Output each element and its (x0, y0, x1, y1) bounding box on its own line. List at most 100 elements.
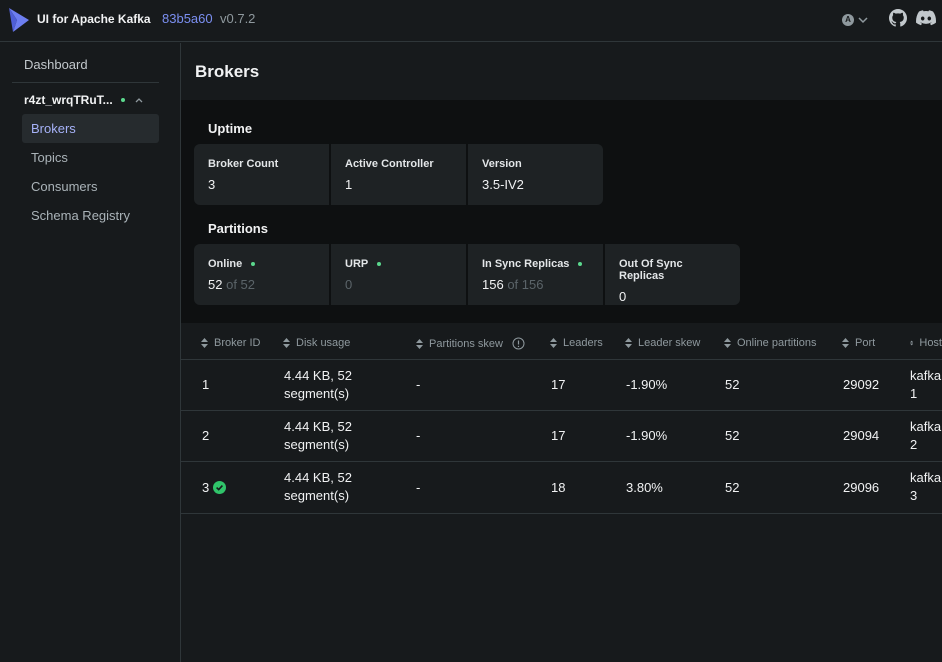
nav-dashboard[interactable]: Dashboard (24, 57, 88, 72)
sort-icon (550, 338, 557, 348)
sidebar: Dashboard r4zt_wrqTRuT... Brokers Topics… (0, 43, 181, 662)
metric-out-of-sync-replicas: Out Of Sync Replicas 0 (605, 244, 740, 305)
column-online-partitions[interactable]: Online partitions (724, 337, 817, 349)
metric-urp: URP 0 (331, 244, 466, 305)
column-label: Host (919, 337, 942, 349)
sort-icon (842, 338, 849, 348)
metric-label: Out Of Sync Replicas (619, 258, 683, 282)
metric-in-sync-replicas: In Sync Replicas 156 of 156 (468, 244, 603, 305)
column-label: Online partitions (737, 337, 817, 349)
column-broker-id[interactable]: Broker ID (201, 337, 260, 349)
metric-label: URP (345, 258, 452, 270)
leaders-cell: 17 (551, 377, 566, 392)
column-label: Broker ID (214, 337, 261, 349)
online-partitions-cell: 52 (725, 428, 740, 443)
leaders-cell: 17 (551, 428, 566, 443)
sort-icon (724, 338, 731, 348)
commit-hash-link[interactable]: 83b5a60 (162, 11, 213, 26)
sidebar-item-brokers[interactable]: Brokers (22, 114, 159, 143)
metric-label-text: In Sync Replicas (482, 258, 570, 270)
page-title: Brokers (195, 62, 260, 81)
column-label: Partitions skew (429, 337, 503, 350)
column-partitions-skew[interactable]: Partitions skew (416, 337, 525, 350)
host-line: 3 (910, 488, 918, 503)
urp-value: 0 (345, 277, 353, 292)
discord-icon[interactable] (916, 10, 936, 26)
table-row[interactable]: 3 4.44 KB, 52 segment(s) - 18 3.80% 52 29… (181, 462, 942, 514)
host-line: kafka (910, 470, 942, 485)
metric-label-text: URP (345, 258, 369, 270)
status-dot (578, 262, 583, 266)
column-disk-usage[interactable]: Disk usage (283, 337, 350, 349)
disk-usage-cell: 4.44 KB, 52 segment(s) (284, 469, 352, 505)
metric-version: Version 3.5-IV2 (468, 144, 603, 205)
table-row[interactable]: 1 4.44 KB, 52 segment(s) - 17 -1.90% 52 2… (181, 360, 942, 411)
partitions-skew-cell: - (416, 377, 421, 392)
column-label: Port (855, 337, 876, 349)
metric-value: 0 (619, 289, 627, 304)
metric-label-text: Online (208, 258, 243, 270)
table-header: Broker ID Disk usage Partitions skew Lea… (181, 326, 942, 360)
table-row[interactable]: 2 4.44 KB, 52 segment(s) - 17 -1.90% 52 2… (181, 411, 942, 462)
metric-label: Active Controller (345, 158, 434, 170)
host-line: 1 (910, 386, 918, 401)
partitions-title: Partitions (208, 221, 268, 236)
sidebar-item-schema-registry[interactable]: Schema Registry (31, 208, 130, 223)
online-value: 52 (208, 277, 223, 292)
metric-value: 52 of 52 (208, 277, 315, 292)
uptime-title: Uptime (208, 121, 253, 136)
info-icon[interactable] (512, 337, 525, 350)
online-partitions-cell: 52 (725, 480, 740, 495)
leader-skew-cell: -1.90% (626, 428, 668, 443)
kafka-ui-logo-icon[interactable] (8, 7, 30, 33)
column-label: Disk usage (296, 337, 351, 349)
port-cell: 29094 (843, 428, 880, 443)
theme-toggle[interactable]: A (842, 12, 870, 28)
app-title[interactable]: UI for Apache Kafka (37, 12, 151, 26)
sidebar-item-consumers[interactable]: Consumers (31, 179, 98, 194)
disk-usage-line: segment(s) (284, 386, 350, 401)
port-cell: 29096 (843, 480, 880, 495)
version-label: v0.7.2 (220, 11, 256, 26)
controller-check-icon (213, 481, 227, 494)
metric-active-controller: Active Controller 1 (331, 144, 466, 205)
status-dot (251, 262, 256, 266)
broker-id-cell[interactable]: 1 (202, 377, 210, 392)
cluster-status-dot (120, 98, 125, 102)
metric-label: In Sync Replicas (482, 258, 589, 270)
main-content: Brokers Uptime Broker Count 3 Active Con… (181, 43, 942, 662)
disk-usage-line: 4.44 KB, 52 (284, 419, 352, 434)
partitions-skew-cell: - (416, 480, 421, 495)
disk-usage-line: 4.44 KB, 52 (284, 368, 352, 383)
column-leader-skew[interactable]: Leader skew (625, 337, 700, 349)
disk-usage-line: segment(s) (284, 437, 350, 452)
online-total: of 52 (226, 277, 256, 292)
column-leaders[interactable]: Leaders (550, 337, 603, 349)
host-line: kafka (910, 419, 942, 434)
metric-online: Online 52 of 52 (194, 244, 329, 305)
sort-icon (625, 338, 632, 348)
broker-id-cell[interactable]: 3 (202, 480, 227, 495)
in-sync-value: 156 (482, 277, 504, 292)
metric-value: 156 of 156 (482, 277, 589, 292)
chevron-up-icon (135, 98, 143, 103)
sort-icon (283, 338, 290, 348)
github-icon[interactable] (889, 9, 907, 27)
theme-auto-icon: A (842, 14, 854, 26)
disk-usage-line: 4.44 KB, 52 (284, 470, 352, 485)
leader-skew-cell: 3.80% (626, 480, 663, 495)
chevron-down-icon (858, 17, 868, 24)
disk-usage-cell: 4.44 KB, 52 segment(s) (284, 418, 352, 454)
partitions-skew-cell: - (416, 428, 421, 443)
online-partitions-cell: 52 (725, 377, 740, 392)
status-dot (377, 262, 382, 266)
host-cell: kafka 3 (910, 469, 942, 505)
cluster-toggle[interactable]: r4zt_wrqTRuT... (24, 92, 154, 108)
column-host[interactable]: Host (910, 337, 942, 349)
broker-id-text: 3 (202, 480, 210, 495)
column-port[interactable]: Port (842, 337, 875, 349)
metric-broker-count: Broker Count 3 (194, 144, 329, 205)
broker-id-cell[interactable]: 2 (202, 428, 210, 443)
sidebar-item-topics[interactable]: Topics (31, 150, 68, 165)
cluster-name: r4zt_wrqTRuT... (24, 93, 113, 107)
